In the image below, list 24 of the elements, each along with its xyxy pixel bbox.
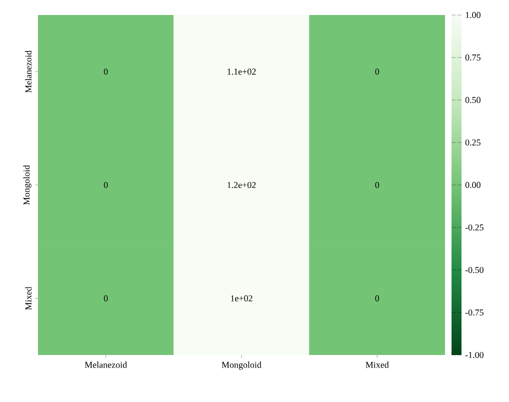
color-bar-label: 1.00 — [466, 12, 480, 18]
data-label: 1e+02 — [231, 295, 252, 302]
color-bar-label: 0.75 — [465, 54, 480, 61]
data-label: 1.1e+02 — [228, 68, 256, 75]
data-label: 0 — [375, 182, 380, 188]
data-label: 1.2e+02 — [228, 182, 256, 188]
y-tick-label: Mongoloid — [23, 165, 32, 205]
x-tick-label: Mixed — [366, 362, 389, 368]
x-tick-label: Melanezoid — [84, 362, 127, 368]
data-label: 0 — [104, 182, 108, 188]
data-label: 0 — [375, 295, 380, 302]
color-bar-label: 0.00 — [465, 182, 480, 188]
data-label: 0 — [104, 295, 108, 302]
data-label: 0 — [375, 68, 380, 75]
data-label: 0 — [104, 68, 108, 75]
x-tick-label: Mongoloid — [222, 362, 262, 370]
y-tick-label: Melanezoid — [25, 50, 32, 93]
color-bar-label: 0.25 — [465, 139, 480, 146]
color-bar-label: -0.75 — [465, 309, 484, 316]
y-tick-label: Mixed — [25, 286, 32, 310]
color-bar-label: -0.50 — [465, 266, 484, 274]
color-bar-label: -0.25 — [465, 224, 484, 231]
color-bar-label: -1.00 — [465, 352, 484, 358]
color-bar-label: 0.50 — [465, 96, 480, 104]
